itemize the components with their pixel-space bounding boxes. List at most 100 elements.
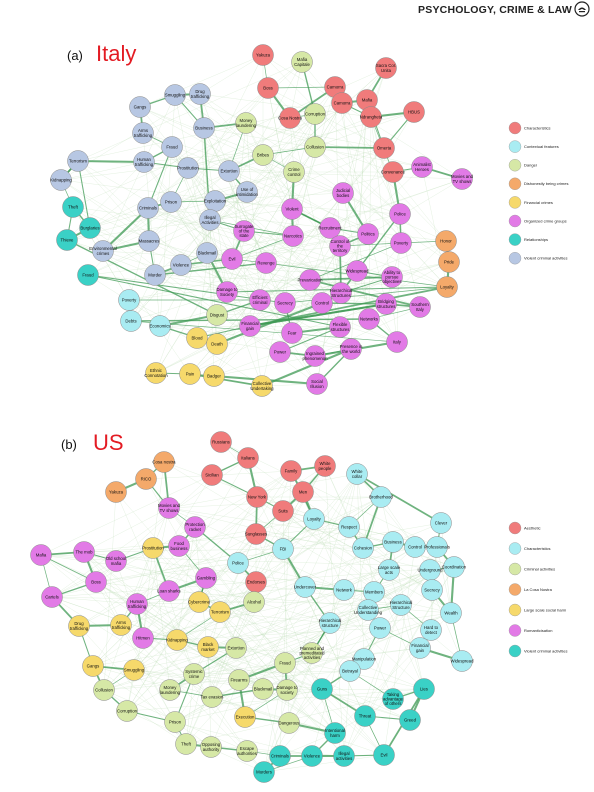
legend-swatch (508, 603, 522, 617)
panel-a-label: (a) (67, 48, 83, 63)
node-badger: Badger (203, 365, 225, 387)
node-label: Power (274, 350, 287, 355)
node-white-people: White people (314, 455, 336, 477)
edge (350, 99, 368, 350)
node-label: Collective Undertaking (250, 381, 274, 391)
edge (207, 569, 431, 648)
node-label: FBI (280, 547, 287, 552)
edge (309, 111, 415, 281)
node-coordination: Coordination (442, 556, 467, 578)
node-lies: Lies (413, 678, 435, 700)
edge (152, 547, 345, 757)
node-label: HBUS (408, 110, 420, 115)
edge (214, 200, 401, 215)
edge (103, 604, 402, 691)
node-label: Ingrained phenomenon (302, 351, 328, 361)
node-label: Death (211, 342, 223, 347)
node-hierarchical-structure: Hierarchical Structure (390, 594, 412, 616)
node-politics: Politics (357, 223, 379, 245)
node-food-business: Food business (168, 535, 190, 557)
node-mafia-capitale: Mafia Capitale (291, 51, 313, 73)
node-label: Respect (341, 525, 358, 530)
node-label: Convenance (381, 170, 406, 175)
node-label: Professionals (424, 545, 450, 550)
node-criminals: Criminals (269, 745, 291, 767)
node-label: Cohesion (354, 546, 373, 551)
node-label: Members (365, 590, 383, 595)
edge (211, 586, 306, 698)
node-hitmen: Hitmen (132, 627, 154, 649)
node-pride: Pride (438, 251, 460, 273)
node-label: Firearms (231, 678, 248, 683)
node-alcohol: Alcohol (243, 591, 265, 613)
node-label: Coordination (442, 565, 467, 570)
edge (51, 596, 411, 721)
node-human-trafficking: Human trafficking (133, 151, 155, 173)
node-label: Arms trafficking (112, 620, 131, 630)
node-label: Illegal Activities (202, 215, 219, 225)
node-prevarication: Prevarication (297, 269, 323, 291)
edge (103, 670, 351, 691)
node-cosa-nostra: Cosa nostra (152, 451, 176, 473)
legend-label: Criminal activities (524, 566, 555, 571)
edge (199, 93, 293, 334)
node-label: Poverty (394, 241, 409, 246)
edge (314, 242, 402, 357)
node-hard-to-detect: Hard to detect (420, 619, 442, 641)
node-label: Surrogate of the state (235, 224, 254, 238)
node-label: Kidnapping (166, 638, 188, 643)
node-narcotics: Narcotics (282, 225, 304, 247)
node-poverty: Poverty (390, 232, 412, 254)
edge (133, 647, 237, 671)
node-label: Business (384, 540, 401, 545)
node-label: Execution (236, 715, 255, 720)
panel-b-label: (b) (61, 437, 77, 452)
edge (388, 569, 425, 690)
node-label: Extortion (221, 169, 239, 174)
node-cosa-nostra: Cosa Nostra (278, 107, 303, 129)
edge (133, 601, 200, 671)
node-violence: Violence (170, 254, 192, 276)
node-old-school-mafia: Old school mafia (105, 550, 127, 572)
node-label: Greed (404, 718, 417, 723)
edge (95, 581, 240, 681)
edge (329, 473, 358, 624)
node-guns: Guns (311, 678, 333, 700)
node-financial-gain: Financial gain (239, 315, 261, 337)
legend-swatch (508, 521, 522, 535)
node-tax-evasion: Tax evasion (201, 686, 224, 708)
edge (263, 754, 385, 773)
node-label: Evil (229, 257, 236, 262)
node-label: Cosa nostra (152, 460, 176, 465)
edge (155, 343, 218, 374)
node-power: Power (269, 341, 291, 363)
edge (115, 491, 345, 757)
legend-label: Characteristics (524, 546, 550, 551)
node-corruption: Corruption (304, 103, 326, 125)
edge (314, 146, 448, 288)
node-label: Guns (317, 687, 327, 692)
edge (136, 603, 336, 734)
node-surrogate-of-the-state: Surrogate of the state (233, 220, 255, 242)
node-prison: Prison (160, 191, 182, 213)
node-burglaries: Burglaries (79, 217, 101, 239)
edge (356, 473, 375, 593)
edge (95, 581, 176, 723)
edge (255, 533, 364, 549)
edge (103, 566, 455, 691)
node-label: Badger (207, 374, 221, 379)
node-label: Mafia (362, 98, 373, 103)
node-loyalty: Loyalty (303, 508, 325, 530)
edge (176, 526, 196, 641)
node-label: Drug trafficking (70, 621, 89, 631)
legend-swatch (508, 562, 522, 576)
edge (245, 122, 423, 168)
panel-a-title: Italy (96, 41, 137, 66)
node-omerta: Omerta (373, 137, 395, 159)
edge (261, 348, 352, 387)
edge (102, 94, 176, 252)
edge (267, 87, 385, 149)
node-bribes: Bribes (252, 144, 274, 166)
node-smuggling: Smuggling (164, 84, 186, 106)
edge (207, 473, 358, 648)
